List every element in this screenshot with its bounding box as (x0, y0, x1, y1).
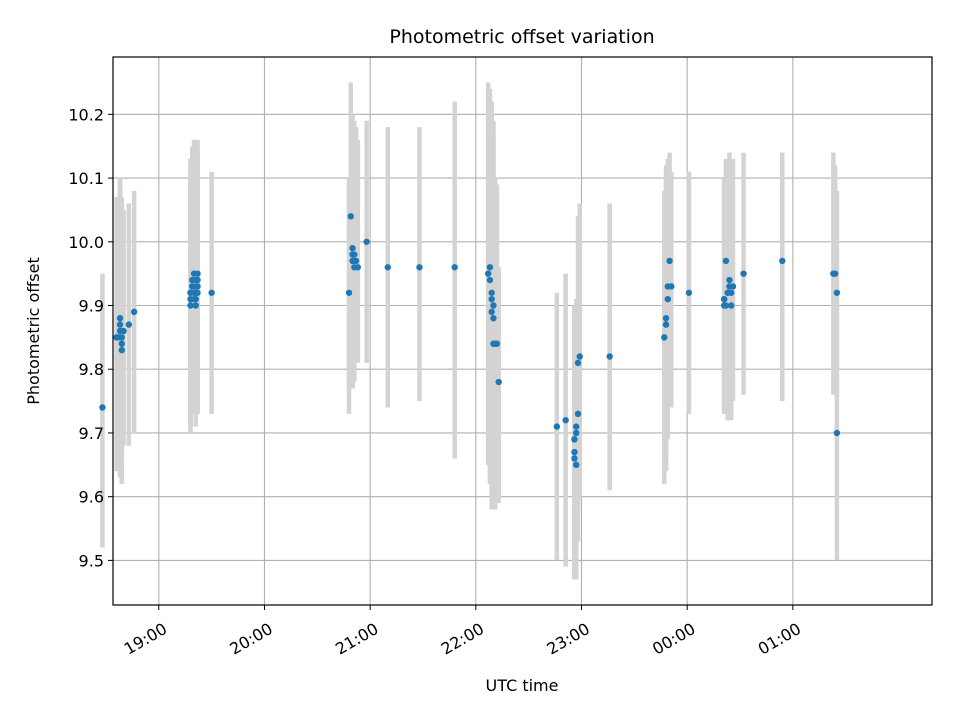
data-point (722, 257, 730, 265)
data-point (574, 359, 582, 367)
data-point (187, 302, 194, 309)
data-point (661, 334, 668, 341)
data-point (125, 321, 133, 328)
data-point (562, 417, 569, 424)
y-axis-label: Photometric offset (24, 257, 43, 405)
data-point (349, 244, 356, 252)
data-point (553, 423, 561, 430)
data-point (779, 257, 786, 265)
data-point (484, 270, 492, 277)
y-tick-label: 9.8 (79, 360, 104, 379)
plot-frame (112, 56, 933, 606)
data-point (486, 276, 494, 284)
data-point (571, 436, 578, 443)
data-point (490, 302, 497, 309)
data-point (194, 283, 201, 290)
data-point (416, 264, 423, 271)
data-point (490, 315, 497, 322)
data-point (363, 238, 370, 245)
data-point (495, 378, 502, 386)
data-point (571, 455, 578, 462)
data-point (451, 264, 458, 271)
y-tick-label: 9.9 (79, 297, 104, 316)
y-axis: 9.5 9.6 9.7 9.8 9.9 10.0 10.1 10.2 (68, 105, 113, 570)
data-point (571, 448, 578, 456)
data-point (354, 264, 362, 271)
data-point (118, 340, 126, 347)
data-point (130, 308, 138, 316)
data-point (488, 289, 495, 296)
data-point (345, 289, 353, 296)
data-point (120, 327, 127, 335)
data-point (493, 340, 501, 347)
data-point (728, 302, 735, 309)
y-tick-label: 10.0 (68, 233, 104, 252)
data-point (722, 302, 730, 309)
data-point (662, 321, 670, 328)
data-point (576, 353, 583, 360)
y-tick-label: 9.6 (79, 488, 104, 507)
y-tick-label: 10.2 (68, 105, 104, 124)
data-point (573, 429, 580, 437)
data-point (194, 289, 201, 296)
data-point (192, 295, 199, 303)
data-point (116, 315, 124, 322)
data-point (194, 270, 201, 277)
data-point (488, 308, 495, 316)
data-point (573, 461, 580, 469)
data-point (384, 264, 391, 271)
data-point (208, 289, 215, 296)
data-point (685, 289, 693, 296)
data-point (194, 276, 201, 284)
data-point (486, 264, 494, 271)
y-tick-label: 10.1 (68, 169, 104, 188)
data-point (99, 404, 106, 411)
data-point (118, 334, 126, 341)
data-point (720, 295, 728, 303)
data-point (347, 213, 354, 220)
data-point (488, 295, 495, 303)
data-point (116, 321, 124, 328)
data-point (573, 423, 580, 430)
data-point (833, 289, 841, 296)
data-point (606, 353, 613, 360)
data-point (740, 270, 747, 277)
data-point (662, 315, 670, 322)
data-point (352, 257, 360, 265)
data-point (726, 276, 733, 284)
data-point (728, 289, 735, 296)
data-point (666, 257, 673, 265)
data-point (192, 302, 199, 309)
data-point (664, 295, 672, 303)
data-point (351, 251, 358, 258)
chart-title: Photometric offset variation (389, 26, 654, 48)
data-point (831, 270, 839, 277)
x-axis-label: UTC time (486, 676, 559, 695)
y-tick-label: 9.5 (79, 551, 104, 570)
data-point (668, 283, 675, 290)
y-tick-label: 9.7 (79, 424, 104, 443)
data-point (833, 429, 841, 437)
data-point (118, 346, 126, 354)
point-layer (99, 213, 841, 469)
data-point (729, 283, 737, 290)
data-point (574, 410, 582, 418)
